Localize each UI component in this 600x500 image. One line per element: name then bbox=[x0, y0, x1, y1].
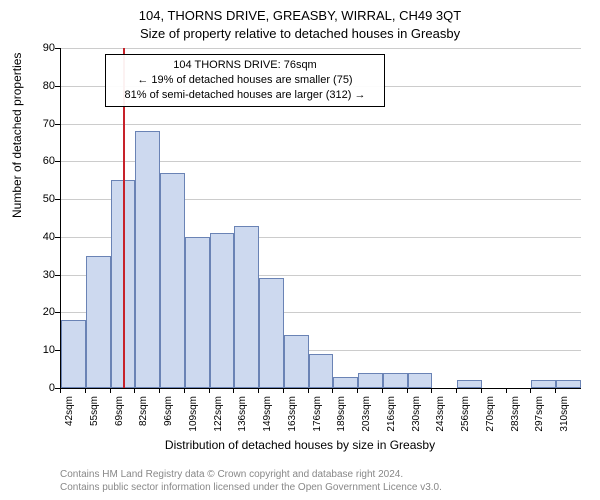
x-tick-label: 96sqm bbox=[163, 396, 174, 426]
x-tick-label: 42sqm bbox=[64, 396, 75, 426]
histogram-bar bbox=[556, 380, 581, 388]
x-tick-mark bbox=[308, 388, 309, 393]
gridline bbox=[61, 48, 581, 49]
x-tick-label: 297sqm bbox=[534, 396, 545, 432]
y-tick-label: 10 bbox=[25, 344, 55, 356]
x-tick-mark bbox=[134, 388, 135, 393]
histogram-bar bbox=[284, 335, 309, 388]
x-tick-mark bbox=[481, 388, 482, 393]
x-tick-label: 243sqm bbox=[435, 396, 446, 432]
histogram-bar bbox=[358, 373, 383, 388]
y-tick-mark bbox=[55, 48, 60, 49]
histogram-bar bbox=[408, 373, 433, 388]
x-tick-label: 230sqm bbox=[411, 396, 422, 432]
x-tick-label: 163sqm bbox=[287, 396, 298, 432]
histogram-bar bbox=[333, 377, 358, 388]
gridline bbox=[61, 124, 581, 125]
x-tick-mark bbox=[110, 388, 111, 393]
histogram-bar bbox=[61, 320, 86, 388]
y-tick-label: 0 bbox=[25, 382, 55, 394]
y-tick-label: 20 bbox=[25, 306, 55, 318]
histogram-bar bbox=[234, 226, 259, 388]
histogram-bar bbox=[135, 131, 160, 388]
x-tick-label: 136sqm bbox=[237, 396, 248, 432]
x-tick-label: 109sqm bbox=[188, 396, 199, 432]
histogram-bar bbox=[531, 380, 556, 388]
x-tick-label: 216sqm bbox=[386, 396, 397, 432]
histogram-bar bbox=[86, 256, 111, 388]
x-tick-label: 203sqm bbox=[361, 396, 372, 432]
chart-container: 104, THORNS DRIVE, GREASBY, WIRRAL, CH49… bbox=[0, 0, 600, 500]
x-tick-mark bbox=[209, 388, 210, 393]
histogram-bar bbox=[210, 233, 235, 388]
x-tick-mark bbox=[382, 388, 383, 393]
y-tick-label: 50 bbox=[25, 193, 55, 205]
y-tick-mark bbox=[55, 237, 60, 238]
x-tick-label: 55sqm bbox=[89, 396, 100, 426]
chart-title: 104, THORNS DRIVE, GREASBY, WIRRAL, CH49… bbox=[0, 8, 600, 23]
x-tick-label: 189sqm bbox=[336, 396, 347, 432]
x-tick-mark bbox=[233, 388, 234, 393]
annotation-box: 104 THORNS DRIVE: 76sqm ← 19% of detache… bbox=[105, 54, 385, 107]
histogram-bar bbox=[457, 380, 482, 388]
x-tick-label: 69sqm bbox=[114, 396, 125, 426]
x-tick-mark bbox=[85, 388, 86, 393]
x-tick-mark bbox=[431, 388, 432, 393]
x-tick-label: 270sqm bbox=[485, 396, 496, 432]
y-tick-label: 30 bbox=[25, 269, 55, 281]
x-tick-label: 310sqm bbox=[559, 396, 570, 432]
plot-area: 104 THORNS DRIVE: 76sqm ← 19% of detache… bbox=[60, 48, 581, 389]
x-tick-mark bbox=[357, 388, 358, 393]
footer: Contains HM Land Registry data © Crown c… bbox=[60, 468, 442, 494]
x-tick-mark bbox=[283, 388, 284, 393]
x-tick-label: 149sqm bbox=[262, 396, 273, 432]
x-tick-mark bbox=[506, 388, 507, 393]
x-tick-mark bbox=[530, 388, 531, 393]
annotation-line-2: ← 19% of detached houses are smaller (75… bbox=[112, 73, 378, 88]
annotation-line-1: 104 THORNS DRIVE: 76sqm bbox=[112, 58, 378, 73]
y-tick-mark bbox=[55, 124, 60, 125]
y-tick-mark bbox=[55, 275, 60, 276]
x-tick-mark bbox=[332, 388, 333, 393]
histogram-bar bbox=[259, 278, 284, 388]
histogram-bar bbox=[160, 173, 185, 388]
y-tick-label: 60 bbox=[25, 155, 55, 167]
x-tick-mark bbox=[184, 388, 185, 393]
x-tick-label: 283sqm bbox=[510, 396, 521, 432]
x-tick-mark bbox=[159, 388, 160, 393]
y-tick-label: 70 bbox=[25, 118, 55, 130]
annotation-line-3: 81% of semi-detached houses are larger (… bbox=[112, 88, 378, 103]
x-tick-mark bbox=[555, 388, 556, 393]
footer-line-1: Contains HM Land Registry data © Crown c… bbox=[60, 468, 442, 481]
y-tick-mark bbox=[55, 86, 60, 87]
histogram-bar bbox=[309, 354, 334, 388]
x-tick-label: 176sqm bbox=[312, 396, 323, 432]
y-tick-label: 90 bbox=[25, 42, 55, 54]
x-tick-mark bbox=[60, 388, 61, 393]
x-tick-mark bbox=[456, 388, 457, 393]
y-axis-label: Number of detached properties bbox=[10, 53, 24, 218]
y-tick-mark bbox=[55, 350, 60, 351]
y-tick-mark bbox=[55, 199, 60, 200]
y-tick-label: 80 bbox=[25, 80, 55, 92]
x-tick-label: 122sqm bbox=[213, 396, 224, 432]
footer-line-2: Contains public sector information licen… bbox=[60, 481, 442, 494]
x-tick-mark bbox=[258, 388, 259, 393]
x-axis-label: Distribution of detached houses by size … bbox=[0, 438, 600, 452]
y-tick-mark bbox=[55, 312, 60, 313]
x-tick-mark bbox=[407, 388, 408, 393]
histogram-bar bbox=[383, 373, 408, 388]
x-tick-label: 82sqm bbox=[138, 396, 149, 426]
chart-subtitle: Size of property relative to detached ho… bbox=[0, 26, 600, 41]
y-tick-mark bbox=[55, 161, 60, 162]
y-tick-label: 40 bbox=[25, 231, 55, 243]
x-tick-label: 256sqm bbox=[460, 396, 471, 432]
histogram-bar bbox=[185, 237, 210, 388]
